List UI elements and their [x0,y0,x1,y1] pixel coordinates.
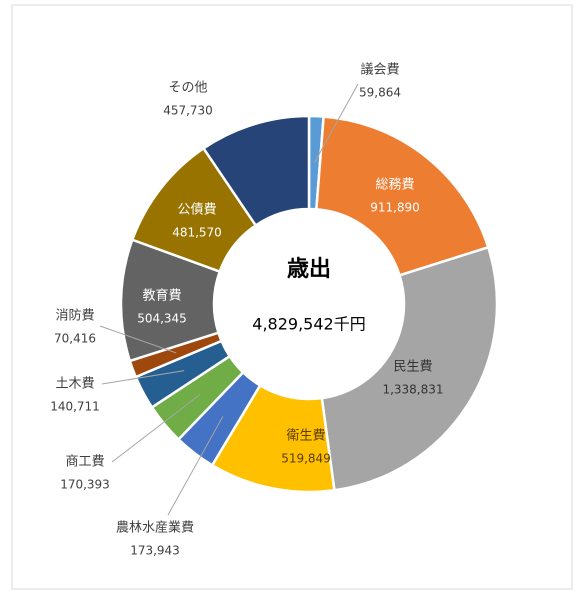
slice-name: その他 [168,81,207,96]
center-total: 4,829,542千円 [252,315,365,334]
slice [315,115,490,277]
slice-value: 59,864 [359,86,401,100]
slice-value: 519,849 [281,452,331,466]
slice-value: 173,943 [130,544,180,558]
slices [119,114,499,494]
slice-value: 1,338,831 [382,383,443,397]
slice [201,114,311,228]
leader-line [167,416,224,516]
slice-value: 70,416 [54,332,96,346]
slice-name: 商工費 [65,455,104,470]
slice-name: 民生費 [393,360,432,375]
slice-name: 衛生費 [286,429,325,444]
slice-name: 教育費 [142,288,181,304]
center-title: 歳出 [287,257,331,282]
slice-value: 140,711 [50,400,100,414]
slice-name: 公債費 [177,203,216,218]
slice-name: 農林水産業費 [116,520,194,536]
leader-line [314,83,359,163]
slice [320,245,499,492]
slice-value: 457,730 [163,104,213,118]
slice-name: 議会費 [360,63,399,78]
slice-value: 911,890 [370,201,420,215]
leader-line [99,325,177,354]
slice-name: 消防費 [55,308,94,324]
leader-line [111,393,201,463]
leader-line [101,370,185,385]
slice-value: 481,570 [172,226,222,240]
slice-name: 総務費 [375,178,414,193]
slice-name: 土木費 [55,377,94,392]
slice-value: 170,393 [60,478,110,492]
slice-value: 504,345 [137,312,187,326]
